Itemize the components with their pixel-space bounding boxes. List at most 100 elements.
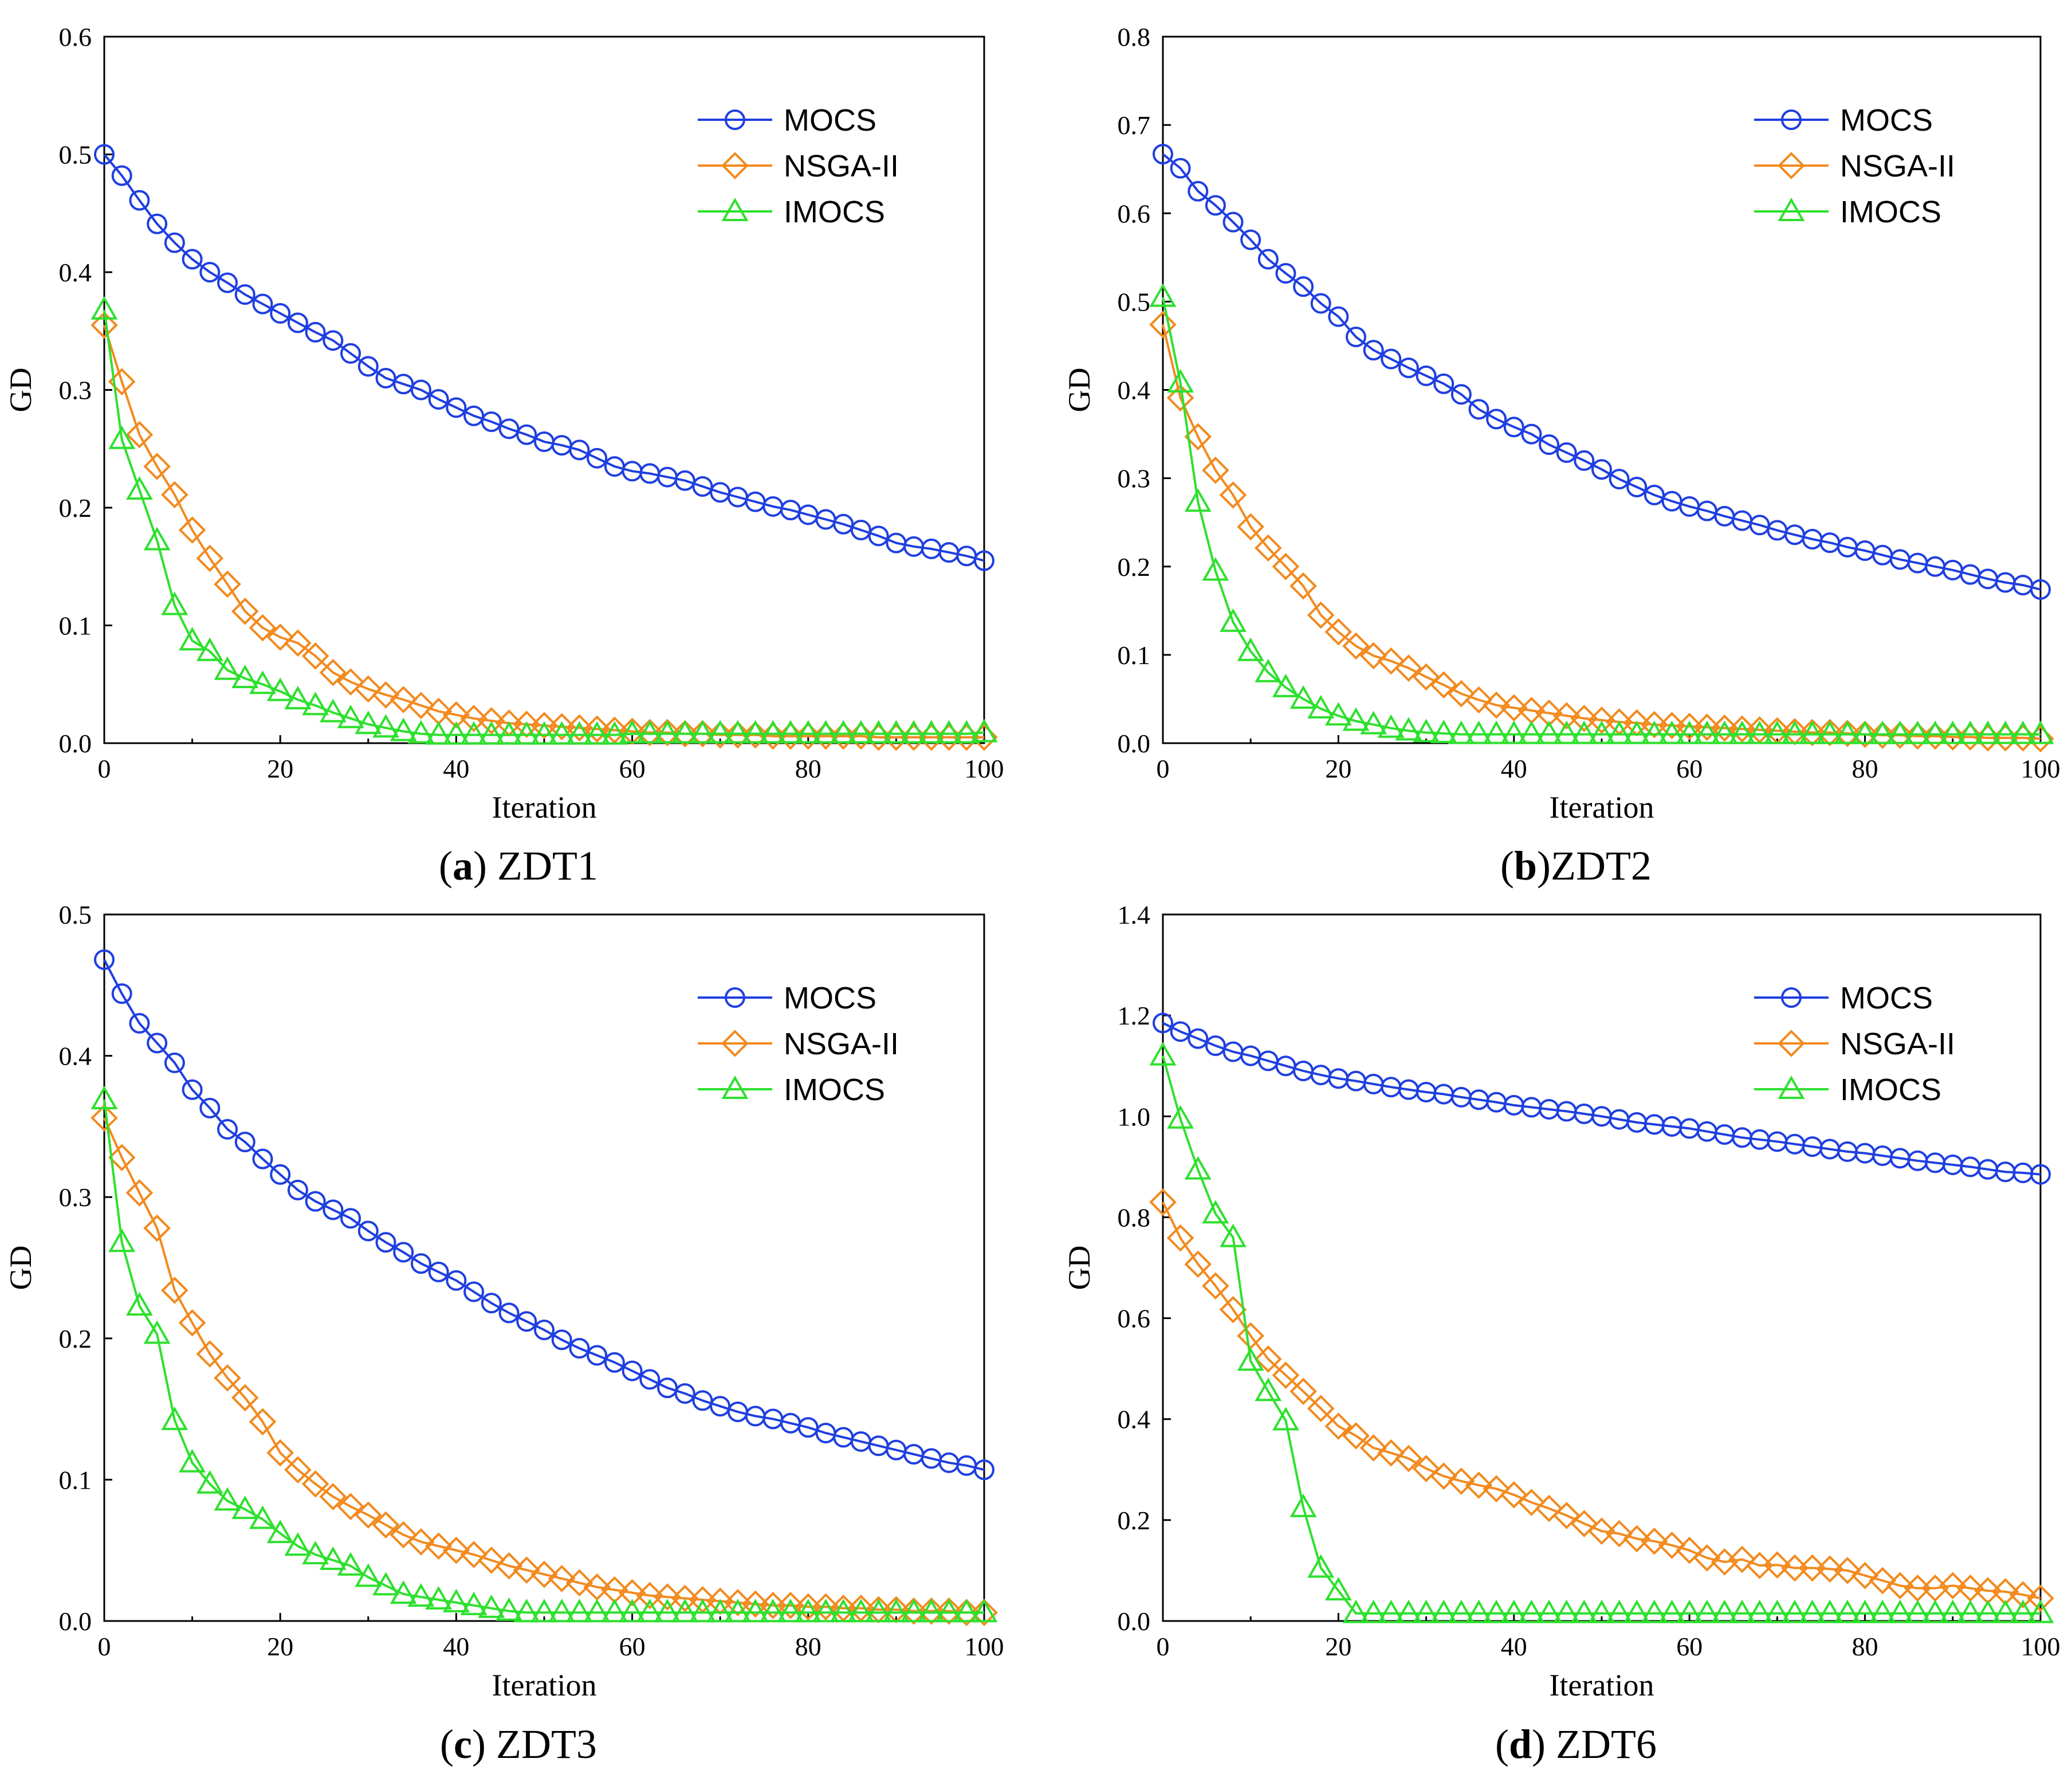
data-point (935, 720, 963, 744)
data-point (460, 1541, 487, 1568)
data-point (548, 721, 576, 745)
data-point (759, 1599, 787, 1623)
data-point (1503, 417, 1524, 438)
data-point (1711, 1599, 1738, 1623)
data-point (1205, 1035, 1226, 1056)
series-line (103, 154, 985, 562)
data-point (319, 1546, 347, 1570)
data-point (865, 1599, 893, 1623)
data-point (1430, 720, 1457, 744)
series-imocs (91, 1086, 998, 1623)
data-point (2009, 1581, 2037, 1609)
data-point (1342, 707, 1370, 731)
data-point (1956, 720, 1984, 744)
x-tick-label: 20 (267, 1632, 293, 1661)
data-point (1746, 1599, 1774, 1623)
data-point (1188, 1028, 1209, 1049)
data-point (1412, 663, 1440, 691)
data-point (1500, 1481, 1528, 1509)
data-point (179, 627, 206, 651)
data-point (1398, 357, 1419, 378)
y-tick-label: 0.3 (59, 376, 92, 405)
data-point (1220, 608, 1247, 632)
data-point (1869, 1567, 1897, 1595)
legend-label: IMOCS (784, 195, 885, 229)
data-point (2009, 1599, 2036, 1623)
data-point (129, 1012, 150, 1034)
x-tick-label: 0 (1157, 754, 1170, 783)
data-point (1205, 195, 1226, 216)
y-tick-label: 0.2 (59, 493, 92, 523)
data-point (178, 516, 206, 544)
data-point (587, 448, 608, 469)
data-point (231, 1496, 259, 1520)
data-point (724, 1599, 752, 1623)
data-point (249, 1408, 277, 1436)
data-point (1360, 1599, 1387, 1623)
data-point (446, 397, 467, 418)
data-point (161, 591, 188, 615)
series-line (1162, 1022, 2041, 1176)
plot-frame (103, 36, 985, 744)
data-point (1257, 249, 1279, 270)
x-tick-label: 20 (1325, 754, 1351, 783)
x-axis-title: Iteration (1550, 790, 1654, 825)
data-point (1149, 1188, 1177, 1216)
data-point (478, 707, 505, 735)
data-point (214, 1487, 241, 1511)
legend-label: IMOCS (784, 1073, 885, 1107)
data-point (1342, 1422, 1370, 1450)
data-point (970, 1599, 998, 1623)
data-point (1644, 484, 1665, 505)
data-point (196, 1340, 224, 1368)
data-point (91, 1104, 118, 1132)
legend-label: MOCS (1840, 103, 1933, 138)
data-point (2027, 1584, 2054, 1612)
data-point (565, 1569, 593, 1597)
data-point (1535, 1599, 1563, 1623)
data-point (1816, 1599, 1843, 1623)
data-point (1237, 1347, 1264, 1371)
data-point (1324, 1577, 1352, 1601)
data-point (671, 720, 699, 744)
data-point (357, 1220, 379, 1242)
data-point (513, 721, 540, 745)
data-point (1992, 720, 2019, 744)
data-point (601, 716, 628, 744)
data-point (1693, 1599, 1721, 1623)
data-point (1535, 720, 1563, 744)
data-point (1377, 714, 1405, 738)
data-point (847, 1599, 875, 1623)
data-point (1623, 720, 1650, 744)
data-point (865, 720, 893, 744)
y-tick-label: 0.7 (1118, 111, 1151, 140)
series-line (1162, 1055, 2040, 1615)
data-point (214, 570, 241, 598)
data-point (231, 598, 259, 625)
data-point (463, 1281, 485, 1302)
data-point (1992, 1599, 2019, 1623)
data-point (970, 719, 998, 743)
data-point (1921, 722, 1949, 750)
data-point (1381, 348, 1402, 370)
data-point (407, 1528, 435, 1556)
data-point (390, 1580, 417, 1604)
data-point (674, 1383, 695, 1404)
data-point (1570, 1599, 1598, 1623)
y-tick-label: 0.4 (59, 258, 92, 287)
data-point (1202, 1200, 1229, 1224)
data-point (481, 1293, 502, 1314)
data-point (147, 1033, 168, 1054)
data-point (496, 1597, 523, 1621)
data-point (530, 1560, 558, 1588)
data-point (1483, 1475, 1510, 1503)
data-point (847, 720, 875, 744)
data-point (618, 1579, 646, 1607)
legend-label: NSGA-II (784, 1027, 899, 1061)
data-point (1711, 720, 1738, 744)
data-point (340, 1208, 361, 1229)
data-point (1359, 642, 1387, 670)
y-tick-label: 0.0 (59, 1607, 92, 1636)
data-point (868, 525, 889, 547)
data-point (266, 623, 294, 651)
